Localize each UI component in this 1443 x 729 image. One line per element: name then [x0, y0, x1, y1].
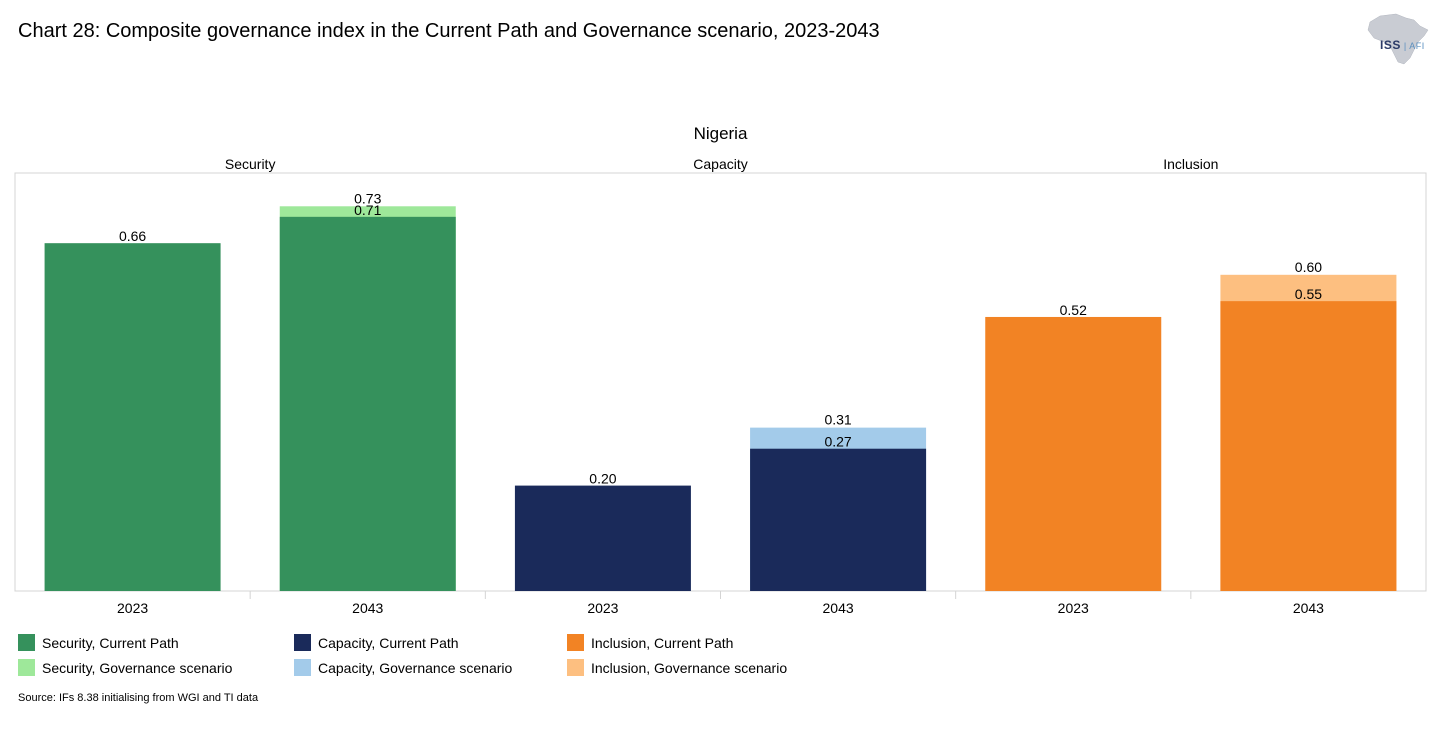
legend-swatch: [18, 634, 35, 651]
data-label-current-path: 0.55: [1295, 286, 1322, 302]
data-label-current-path: 0.52: [1060, 302, 1087, 318]
legend-item-inclusion-cp: Inclusion, Current Path: [567, 634, 733, 651]
data-label-current-path: 0.71: [354, 202, 381, 218]
legend-swatch: [567, 659, 584, 676]
legend-swatch: [18, 659, 35, 676]
legend-item-security-gov: Security, Governance scenario: [18, 659, 232, 676]
legend: Security, Current Path Security, Governa…: [18, 630, 878, 680]
legend-swatch: [567, 634, 584, 651]
legend-label: Capacity, Governance scenario: [318, 659, 513, 676]
data-label-current-path: 0.20: [589, 471, 616, 487]
legend-label: Security, Current Path: [42, 634, 179, 651]
data-label-governance: 0.60: [1295, 259, 1322, 275]
data-label-governance: 0.73: [354, 190, 381, 206]
data-label-current-path: 0.66: [119, 228, 146, 244]
bar-capacity-current-path-2043: [750, 448, 927, 591]
x-tick-label: 2023: [587, 600, 618, 616]
bar-security-current-path-2023: [44, 243, 221, 591]
data-label-current-path: 0.27: [824, 434, 851, 450]
data-label-governance: 0.31: [824, 412, 851, 428]
legend-label: Security, Governance scenario: [42, 659, 233, 676]
x-tick-label: 2023: [117, 600, 148, 616]
africa-map-icon: [1367, 13, 1429, 65]
legend-label: Inclusion, Current Path: [591, 634, 734, 651]
source-note: Source: IFs 8.38 initialising from WGI a…: [18, 692, 259, 704]
x-tick-label: 2023: [1058, 600, 1089, 616]
legend-item-capacity-gov: Capacity, Governance scenario: [294, 659, 512, 676]
panel-header-security: Security: [225, 156, 276, 172]
chart-subtitle-country: Nigeria: [694, 124, 748, 143]
logo-main: ISS: [1380, 38, 1401, 52]
logo-sub: AFI: [1409, 41, 1425, 51]
legend-swatch: [294, 634, 311, 651]
panel-header-capacity: Capacity: [693, 156, 747, 172]
chart-title: Chart 28: Composite governance index in …: [18, 20, 880, 42]
bar-capacity-current-path-2023: [514, 485, 691, 591]
legend-swatch: [294, 659, 311, 676]
logo-text: ISS | AFI: [1380, 38, 1425, 52]
bar-inclusion-current-path-2023: [985, 316, 1162, 591]
bar-security-current-path-2043: [279, 216, 456, 591]
legend-item-capacity-cp: Capacity, Current Path: [294, 634, 459, 651]
panel-header-inclusion: Inclusion: [1163, 156, 1218, 172]
bar-chart: Nigeria Security 0.66 2023 0.730.71 2043 Capac…: [14, 124, 1427, 616]
bar-inclusion-current-path-2043: [1220, 301, 1397, 591]
plot-area-frame: [14, 172, 1427, 592]
x-tick-label: 2043: [352, 600, 383, 616]
x-tick-label: 2043: [1293, 600, 1324, 616]
x-tick-label: 2043: [823, 600, 854, 616]
legend-label: Inclusion, Governance scenario: [591, 659, 788, 676]
legend-item-security-cp: Security, Current Path: [18, 634, 179, 651]
legend-label: Capacity, Current Path: [318, 634, 459, 651]
legend-item-inclusion-gov: Inclusion, Governance scenario: [567, 659, 787, 676]
